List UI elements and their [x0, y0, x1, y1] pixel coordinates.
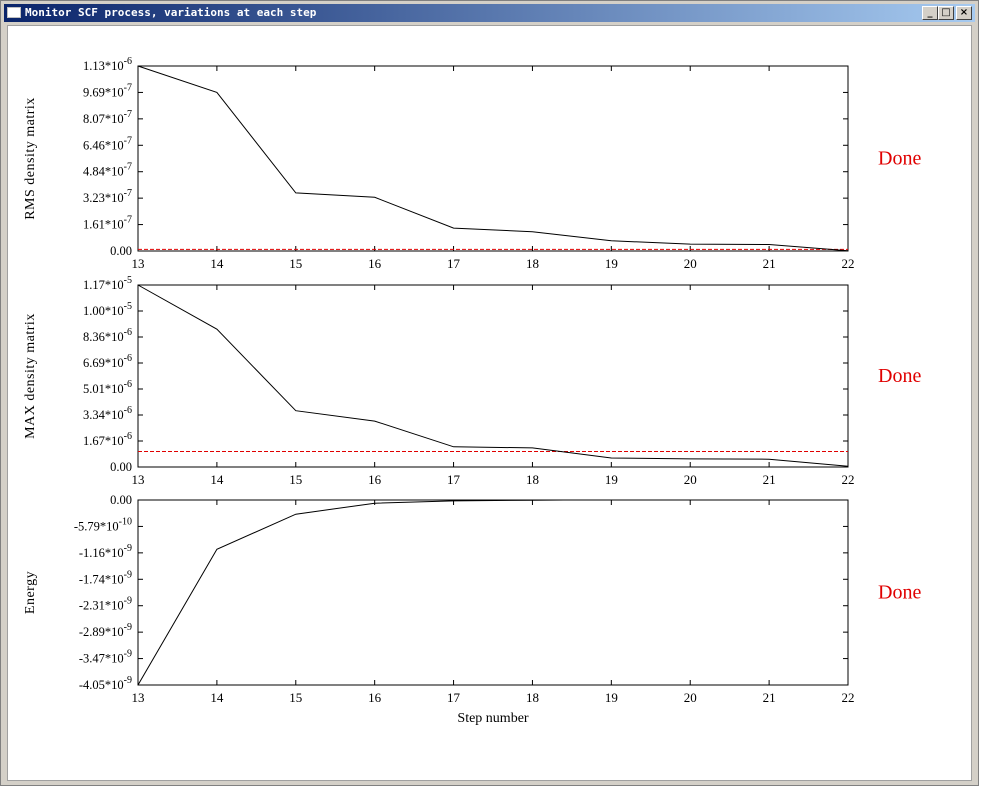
y-tick-label: 0.00	[110, 460, 132, 474]
x-tick-label: 21	[763, 256, 776, 271]
y-tick-label: 3.34*10-6	[83, 405, 132, 422]
x-tick-label: 19	[605, 690, 618, 705]
y-tick-label: 6.46*10-7	[83, 135, 132, 152]
y-tick-label: -4.05*10-9	[79, 675, 132, 692]
x-tick-label: 15	[289, 256, 302, 271]
y-tick-label: 1.13*10-6	[83, 56, 132, 73]
y-axis-label: Energy	[23, 571, 38, 614]
y-tick-label: -1.74*10-9	[79, 569, 132, 586]
chart-panel-3: 13 14 15 16 17 18 19 20 21 22 -4.05*10-9 -3.47*10-9…	[23, 493, 921, 726]
x-tick-label: 15	[289, 472, 302, 487]
x-tick-label: 13	[132, 472, 145, 487]
status-done-label: Done	[878, 148, 921, 170]
x-tick-label: 17	[447, 472, 461, 487]
app-icon[interactable]	[7, 7, 21, 18]
y-tick-label: 9.69*10-7	[83, 82, 132, 99]
y-tick-label: -5.79*10-10	[74, 516, 132, 533]
series-line	[137, 284, 849, 467]
x-tick-label: 20	[684, 690, 697, 705]
x-tick-label: 16	[368, 690, 382, 705]
x-tick-label: 17	[447, 256, 461, 271]
x-tick-label: 18	[526, 256, 539, 271]
series-line	[137, 499, 565, 686]
title-bar[interactable]: Monitor SCF process, variations at each …	[4, 4, 975, 22]
x-tick-label: 19	[605, 256, 618, 271]
x-tick-label: 19	[605, 472, 618, 487]
y-tick-label: -3.47*10-9	[79, 649, 132, 666]
x-tick-label: 13	[132, 690, 145, 705]
x-tick-label: 15	[289, 690, 302, 705]
y-tick-label: -2.31*10-9	[79, 596, 132, 613]
close-button[interactable]: ×	[956, 6, 972, 20]
x-tick-label: 17	[447, 690, 461, 705]
plot-frame	[137, 499, 849, 686]
chart-panel-1: 13 14 15 16 17 18 19 20 21 22 0.00 1.61*10-7 3.23*10…	[23, 56, 921, 271]
series-line	[137, 65, 849, 252]
plot-frame	[137, 65, 849, 252]
y-tick-label: 0.00	[110, 493, 132, 507]
x-tick-label: 16	[368, 472, 382, 487]
x-tick-label: 18	[526, 690, 539, 705]
y-tick-label: 8.36*10-6	[83, 327, 132, 344]
y-tick-label: 1.67*10-6	[83, 431, 132, 448]
y-tick-label: 1.61*10-7	[83, 215, 132, 232]
x-tick-label: 22	[842, 256, 855, 271]
window-title: Monitor SCF process, variations at each …	[25, 6, 317, 19]
x-tick-label: 22	[842, 690, 855, 705]
y-tick-label: 1.00*10-5	[83, 301, 132, 318]
x-tick-label: 20	[684, 472, 697, 487]
y-axis-label: MAX density matrix	[23, 313, 38, 439]
x-tick-label: 13	[132, 256, 145, 271]
y-tick-label: 1.17*10-5	[83, 275, 132, 292]
chart-panel-2: 13 14 15 16 17 18 19 20 21 22 0.00 1.67*10-6 3.34*10…	[23, 275, 921, 487]
y-tick-label: -2.89*10-9	[79, 622, 132, 639]
maximize-button[interactable]: □	[938, 6, 954, 20]
y-tick-label: 3.23*10-7	[83, 188, 132, 205]
x-tick-label: 16	[368, 256, 382, 271]
x-tick-label: 22	[842, 472, 855, 487]
y-tick-label: 6.69*10-6	[83, 353, 132, 370]
status-done-label: Done	[878, 365, 921, 387]
x-tick-label: 18	[526, 472, 539, 487]
chart-area	[7, 25, 972, 781]
status-done-label: Done	[878, 582, 921, 604]
x-tick-label: 20	[684, 256, 697, 271]
x-tick-label: 14	[210, 690, 224, 705]
plot-frame	[137, 284, 849, 468]
y-tick-label: 4.84*10-7	[83, 162, 132, 179]
x-axis-label: Step number	[457, 711, 528, 726]
x-tick-label: 21	[763, 690, 776, 705]
x-tick-label: 14	[210, 256, 224, 271]
x-tick-label: 21	[763, 472, 776, 487]
minimize-button[interactable]: _	[922, 6, 938, 20]
y-axis-label: RMS density matrix	[23, 97, 38, 220]
y-tick-label: 5.01*10-6	[83, 379, 132, 396]
x-tick-label: 14	[210, 472, 224, 487]
y-tick-label: 8.07*10-7	[83, 109, 132, 126]
y-tick-label: 0.00	[110, 244, 132, 258]
y-tick-label: -1.16*10-9	[79, 543, 132, 560]
